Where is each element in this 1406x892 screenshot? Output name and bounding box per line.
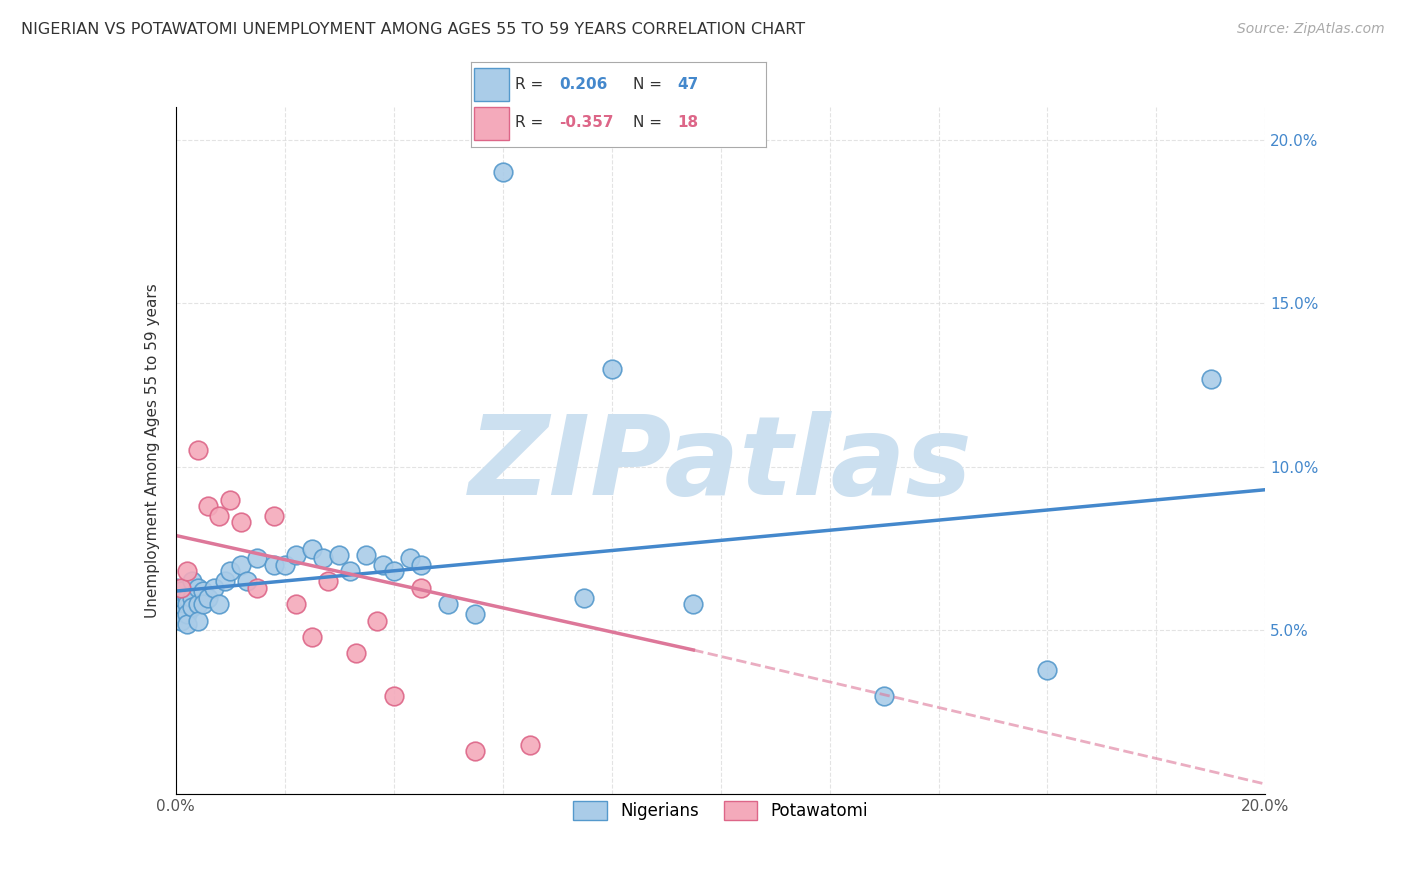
Point [197, 591, 219, 605]
Point [170, 597, 193, 611]
Point [464, 607, 486, 621]
Point [191, 584, 214, 599]
Point [231, 516, 253, 530]
Point [181, 591, 204, 605]
Point [682, 597, 704, 611]
Legend: Nigerians, Potawatomi: Nigerians, Potawatomi [567, 794, 875, 827]
Text: NIGERIAN VS POTAWATOMI UNEMPLOYMENT AMONG AGES 55 TO 59 YEARS CORRELATION CHART: NIGERIAN VS POTAWATOMI UNEMPLOYMENT AMON… [21, 22, 806, 37]
Point [186, 443, 209, 458]
Point [873, 689, 896, 703]
Point [176, 597, 198, 611]
Point [165, 581, 187, 595]
Point [186, 614, 209, 628]
Point [284, 597, 307, 611]
Point [181, 574, 204, 589]
Point [339, 565, 361, 579]
Point [284, 548, 307, 562]
Point [399, 551, 422, 566]
Point [170, 607, 193, 621]
Point [492, 165, 515, 179]
Y-axis label: Unemployment Among Ages 55 to 59 years: Unemployment Among Ages 55 to 59 years [145, 283, 160, 618]
Point [235, 574, 257, 589]
Point [170, 581, 193, 595]
Point [181, 600, 204, 615]
Point [600, 361, 623, 376]
Point [208, 508, 231, 523]
Point [366, 614, 388, 628]
Point [382, 565, 405, 579]
Point [464, 744, 486, 758]
Point [170, 614, 193, 628]
Point [170, 584, 193, 599]
Point [186, 581, 209, 595]
Text: Source: ZipAtlas.com: Source: ZipAtlas.com [1237, 22, 1385, 37]
Point [519, 738, 541, 752]
Point [344, 646, 367, 660]
Point [356, 548, 378, 562]
Point [301, 541, 323, 556]
Point [165, 591, 187, 605]
Point [197, 499, 219, 513]
Point [371, 558, 394, 572]
Point [219, 492, 242, 507]
Point [176, 607, 198, 621]
Point [409, 581, 432, 595]
Text: N =: N = [633, 77, 668, 92]
Point [219, 565, 242, 579]
Point [382, 689, 405, 703]
Point [231, 558, 253, 572]
Point [176, 616, 198, 631]
Point [1199, 371, 1222, 385]
Point [191, 597, 214, 611]
Text: 18: 18 [678, 115, 699, 129]
Point [301, 630, 323, 644]
Point [186, 597, 209, 611]
Text: ZIPatlas: ZIPatlas [468, 410, 973, 517]
Point [318, 574, 340, 589]
Point [574, 591, 596, 605]
Text: R =: R = [516, 115, 548, 129]
Text: R =: R = [516, 77, 548, 92]
Point [1036, 663, 1059, 677]
Text: -0.357: -0.357 [560, 115, 614, 129]
Point [328, 548, 350, 562]
Text: 47: 47 [678, 77, 699, 92]
Point [176, 565, 198, 579]
Point [214, 574, 236, 589]
Text: N =: N = [633, 115, 668, 129]
Text: 0.206: 0.206 [560, 77, 607, 92]
Point [208, 597, 231, 611]
Point [263, 558, 285, 572]
Point [409, 558, 432, 572]
FancyBboxPatch shape [474, 69, 509, 101]
FancyBboxPatch shape [474, 107, 509, 139]
Point [312, 551, 335, 566]
Point [437, 597, 460, 611]
Point [246, 581, 269, 595]
Point [246, 551, 269, 566]
Point [263, 508, 285, 523]
Point [176, 591, 198, 605]
Point [274, 558, 297, 572]
Point [202, 581, 225, 595]
